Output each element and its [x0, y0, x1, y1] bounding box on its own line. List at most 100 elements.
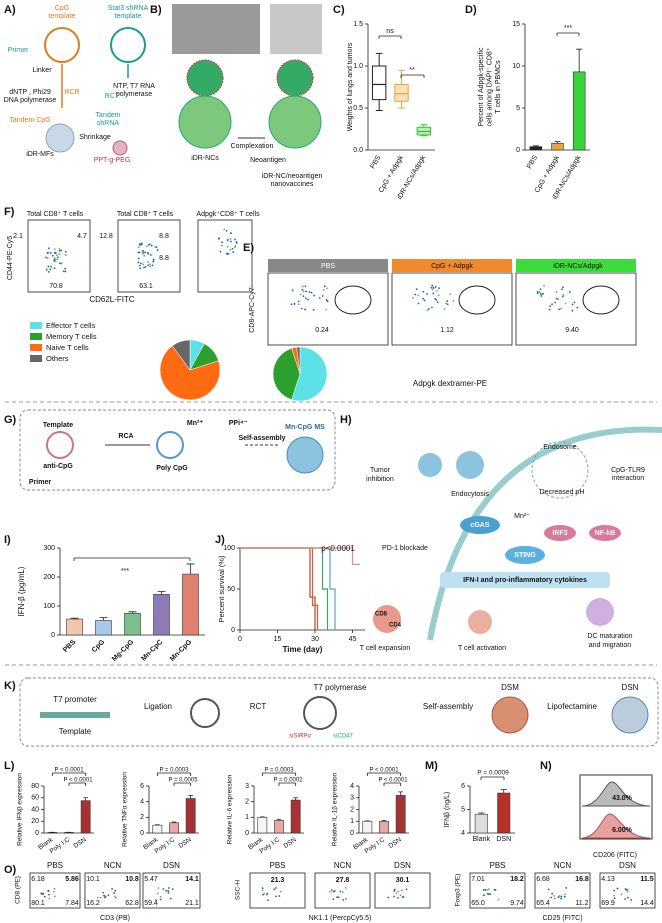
label: Ligation	[144, 702, 172, 711]
label: iDR-NCs	[191, 155, 219, 162]
label: 65.0	[471, 900, 485, 907]
label: Mn-CpG MS	[285, 424, 325, 431]
panel-label: I)	[4, 534, 11, 546]
annotation: P < 0.0001	[378, 778, 408, 784]
label: PBS	[321, 263, 335, 270]
flow-dot	[302, 290, 305, 293]
flow-dot	[613, 889, 616, 892]
label: interaction	[612, 475, 644, 482]
flow-dot	[148, 263, 151, 266]
flow-dot	[431, 284, 434, 287]
label: PPT-g-PEG	[94, 157, 131, 164]
label: 18.2	[510, 876, 524, 883]
y-tick-label: 200	[43, 574, 55, 581]
flow-dot	[147, 264, 149, 267]
flow-dot	[616, 887, 619, 890]
flow-dot	[141, 250, 144, 252]
annotation: ***	[121, 568, 129, 575]
flow-dot	[152, 258, 155, 261]
label: SSC-H	[235, 880, 242, 901]
flow-dot	[437, 294, 440, 297]
flow-dot	[147, 243, 150, 246]
x-tick-label: 45	[349, 636, 357, 643]
panel-label: H)	[340, 414, 352, 426]
bar	[95, 620, 112, 636]
flow-dot	[558, 308, 561, 311]
label: NTP, T7 RNA	[113, 83, 155, 90]
label: iDR-NC/neoantigen	[262, 173, 323, 180]
flow-dot	[300, 307, 303, 310]
flow-dot	[543, 284, 545, 287]
flow-dot	[405, 888, 408, 891]
error-bar	[186, 563, 195, 575]
label: Adpgk dextramer-PE	[413, 379, 487, 388]
error-bar	[188, 795, 193, 799]
label: Mn-CpC	[140, 639, 164, 663]
label: 69.9	[601, 900, 615, 907]
flow-dot	[549, 305, 552, 308]
flow-dot	[225, 230, 228, 232]
flow-dot	[111, 887, 114, 890]
label: Shrinkage	[79, 134, 111, 141]
mf-sphere	[45, 123, 75, 153]
box	[371, 65, 387, 101]
label: Total CD8⁺ T cells	[117, 211, 174, 218]
label: 7.01	[471, 876, 485, 883]
flow-dot	[626, 890, 629, 893]
flow-dot	[167, 890, 170, 892]
flow-dot	[536, 292, 539, 295]
flow-plot	[84, 872, 141, 909]
bar	[152, 824, 163, 834]
label: PBS	[47, 861, 63, 870]
flow-plot	[599, 872, 656, 909]
annotation: P = 0.0005	[168, 778, 198, 784]
flow-dot	[325, 308, 328, 311]
label: Stat3 shRNA	[108, 5, 149, 12]
flow-dot	[322, 289, 325, 291]
y-tick-label: 80	[31, 783, 39, 790]
label: Template	[59, 727, 92, 736]
y-axis-label: Relative TNFα expression	[122, 772, 129, 847]
label: 12.8	[99, 233, 113, 240]
sting	[505, 546, 545, 564]
flow-dot	[571, 303, 574, 306]
template-strip	[40, 712, 110, 718]
flow-plot	[391, 272, 513, 346]
flow-dot	[337, 896, 340, 899]
flow-dot	[397, 890, 400, 893]
flow-dot	[561, 295, 564, 298]
flow-dot	[139, 262, 142, 265]
label: 63.1	[139, 283, 153, 290]
label: siSIRPα	[289, 734, 311, 740]
flow-dot	[435, 298, 438, 301]
y-tick-label: 0	[231, 627, 235, 634]
label: CD25 (FITC)	[542, 915, 582, 922]
y-axis-label: Relative IFNβ expression	[17, 773, 24, 846]
flow-dot	[304, 285, 307, 288]
flow-plot	[249, 872, 306, 909]
header-bar	[516, 259, 636, 272]
bar	[379, 820, 389, 834]
label: Endosome	[543, 444, 577, 451]
flow-dot	[152, 260, 155, 262]
t-cells	[373, 605, 401, 633]
y-tick-label: 60	[31, 795, 39, 802]
flow-dot	[620, 893, 623, 896]
flow-dot	[99, 896, 102, 899]
survival-line	[240, 547, 319, 630]
bar	[551, 142, 564, 151]
label: CpG + Adpgk	[431, 263, 473, 270]
flow-dot	[307, 298, 310, 301]
flow-dot	[218, 237, 220, 240]
label: DC maturation	[587, 633, 632, 640]
panel-label: C)	[333, 4, 345, 16]
label: RCT	[250, 702, 267, 711]
flow-dot	[412, 296, 414, 299]
flow-dot	[539, 288, 542, 291]
histogram	[581, 781, 651, 807]
label: 1.12	[440, 327, 454, 334]
label: T cell activation	[458, 645, 506, 652]
flow-dot	[304, 297, 307, 300]
legend-swatch	[30, 344, 42, 351]
flow-dot	[137, 261, 140, 264]
